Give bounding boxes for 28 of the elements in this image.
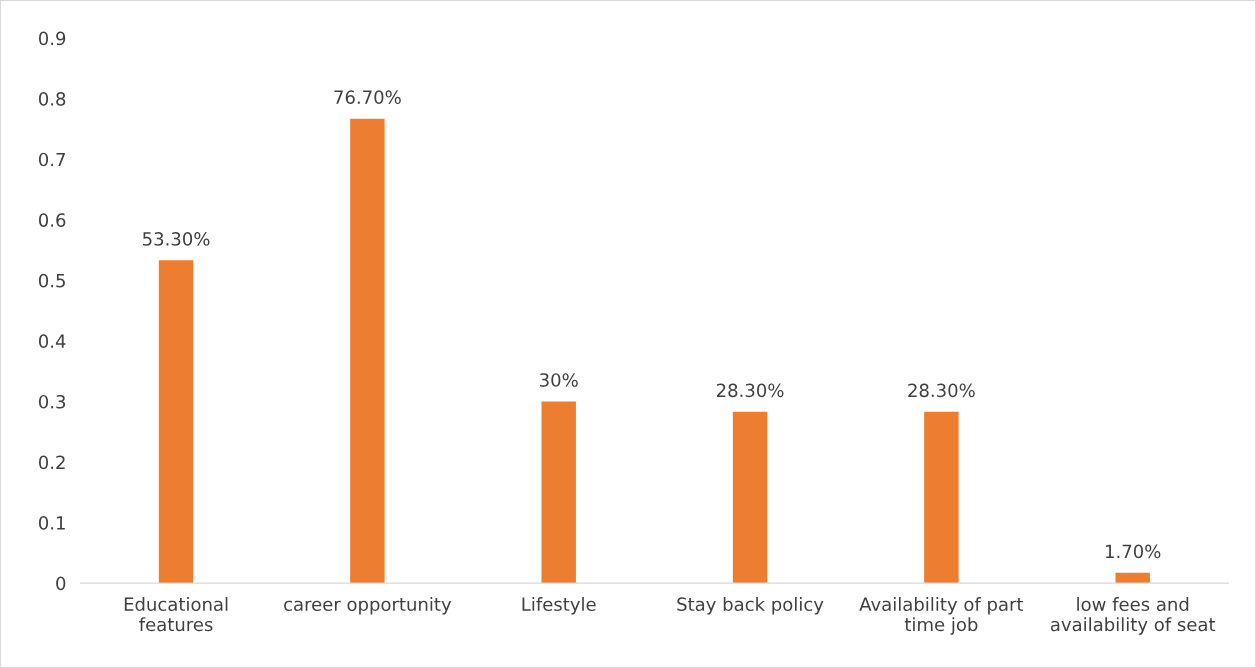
y-tick-label: 0.8 — [38, 92, 66, 106]
bar — [924, 411, 959, 584]
y-tick-label: 0.6 — [38, 213, 66, 227]
x-tick-label: Lifestyle — [522, 597, 596, 615]
y-tick-label: 0.5 — [38, 273, 65, 288]
y-tick-label: 0 — [56, 576, 66, 591]
data-label: 28.30% — [716, 383, 784, 398]
data-label: 76.70% — [334, 90, 401, 105]
y-tick-label: 0.1 — [38, 516, 65, 530]
data-label: 1.70% — [1106, 544, 1161, 559]
bar — [541, 401, 576, 584]
x-tick-label: Educational features — [124, 597, 228, 632]
x-tick-label: low fees and availability of seat — [1050, 597, 1216, 635]
x-tick-label: Availability of part time job — [859, 597, 1024, 635]
bar — [732, 411, 768, 584]
bar — [158, 260, 194, 584]
data-label: 30% — [540, 373, 578, 387]
y-tick-label: 0.9 — [38, 31, 66, 46]
x-tick-label: Stay back policy — [677, 597, 824, 615]
y-tick-label: 0.2 — [38, 455, 65, 470]
y-tick-label: 0.4 — [38, 334, 66, 349]
data-label: 53.30% — [143, 232, 210, 246]
y-tick-label: 0.7 — [38, 152, 65, 167]
bar — [1115, 572, 1150, 584]
data-label: 28.30% — [908, 383, 975, 398]
x-tick-label: career opportunity — [284, 597, 452, 615]
y-tick-label: 0.3 — [38, 394, 66, 409]
bar — [350, 118, 385, 584]
